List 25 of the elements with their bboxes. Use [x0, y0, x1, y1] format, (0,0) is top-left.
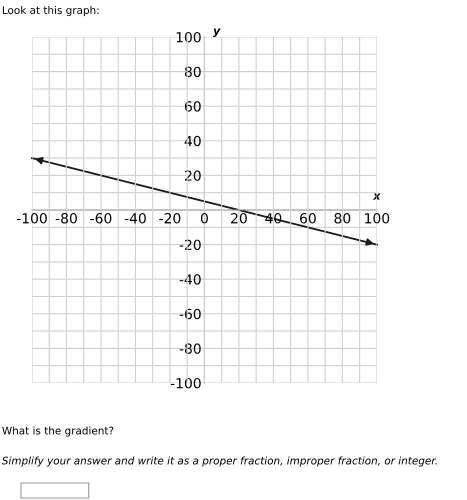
- y-axis-title: y: [213, 28, 221, 37]
- text: Simplify your answer and write it as a proper fraction, improper fraction, or integer.: [2, 456, 437, 467]
- x-tick-label: 100: [365, 213, 390, 224]
- x-tick-label: 20: [231, 213, 247, 224]
- x-tick-label: -60: [90, 213, 112, 224]
- x-tick-label: 60: [300, 213, 316, 224]
- y-tick-label: -60: [180, 308, 201, 320]
- y-tick-label: 40: [184, 136, 201, 146]
- text: What is the gradient?: [2, 426, 114, 437]
- y-tick-label: 100: [176, 32, 201, 42]
- x-tick-label: 80: [334, 213, 350, 224]
- x-tick-label: -100: [16, 213, 47, 224]
- x-tick-label: -80: [56, 213, 77, 224]
- y-tick-label: 60: [184, 101, 201, 112]
- y-tick-label: 80: [184, 66, 201, 78]
- y-tick-label: -100: [170, 378, 201, 388]
- y-tick-label: -40: [180, 274, 201, 285]
- y-tick-label: -80: [180, 343, 201, 354]
- x-tick-label: -40: [124, 213, 146, 224]
- chart-title: Look at this graph:: [2, 6, 98, 16]
- y-tick-label: 20: [184, 170, 201, 181]
- y-tick-label: -20: [180, 240, 201, 250]
- x-axis-title: x: [372, 194, 381, 200]
- x-tick-label: 0: [200, 213, 208, 224]
- x-tick-label: -20: [159, 213, 180, 224]
